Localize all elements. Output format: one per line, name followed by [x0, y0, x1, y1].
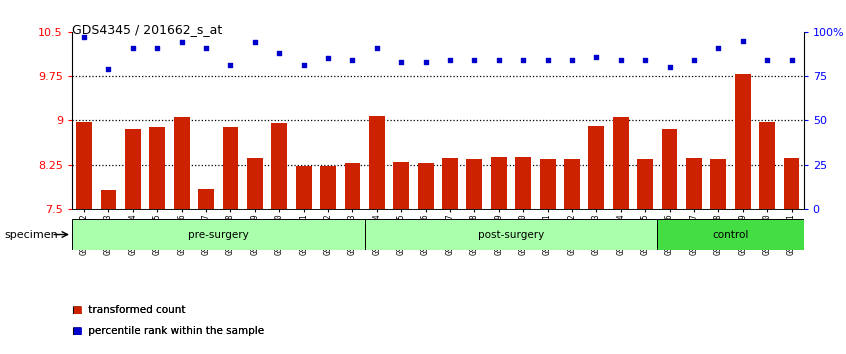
Text: percentile rank within the sample: percentile rank within the sample [85, 326, 264, 336]
Bar [247, 158, 263, 209]
Bar [759, 121, 775, 209]
Bar [589, 126, 604, 209]
Point [370, 45, 383, 51]
Point [687, 57, 700, 63]
Point [200, 45, 213, 51]
Point [248, 40, 261, 45]
Bar [101, 190, 117, 209]
Text: ■: ■ [72, 305, 82, 315]
Bar [466, 159, 482, 209]
Bar [491, 157, 507, 209]
Point [175, 40, 189, 45]
Point [394, 59, 408, 65]
Point [711, 45, 725, 51]
Bar [150, 127, 165, 209]
Bar [72, 219, 365, 250]
Bar [272, 123, 287, 209]
Point [126, 45, 140, 51]
Bar [637, 159, 653, 209]
Bar [662, 129, 678, 209]
Text: GDS4345 / 201662_s_at: GDS4345 / 201662_s_at [72, 23, 222, 36]
Bar [515, 157, 531, 209]
Bar [320, 166, 336, 209]
Point [321, 56, 335, 61]
Bar [657, 219, 804, 250]
Bar [442, 158, 458, 209]
Bar [540, 159, 556, 209]
Text: transformed count: transformed count [85, 305, 185, 315]
Point [565, 57, 579, 63]
Point [443, 57, 457, 63]
Bar [686, 158, 702, 209]
Bar [418, 164, 433, 209]
Bar [783, 158, 799, 209]
Point [151, 45, 164, 51]
Bar [76, 121, 92, 209]
Point [736, 38, 750, 44]
Text: ■: ■ [72, 326, 82, 336]
Bar [711, 159, 726, 209]
Point [761, 57, 774, 63]
Point [662, 64, 676, 70]
Point [492, 57, 506, 63]
Point [468, 57, 481, 63]
Point [639, 57, 652, 63]
Text: control: control [712, 229, 749, 240]
Bar [369, 116, 385, 209]
Bar [173, 118, 190, 209]
Point [297, 63, 310, 68]
Point [346, 57, 360, 63]
Text: post-surgery: post-surgery [478, 229, 544, 240]
Bar [198, 189, 214, 209]
Point [590, 54, 603, 59]
Point [223, 63, 237, 68]
Bar [735, 74, 750, 209]
Text: specimen: specimen [4, 229, 58, 240]
Point [541, 57, 554, 63]
Point [77, 34, 91, 40]
Bar [365, 219, 657, 250]
Point [419, 59, 432, 65]
Text: ■  percentile rank within the sample: ■ percentile rank within the sample [72, 326, 264, 336]
Text: pre-surgery: pre-surgery [188, 229, 249, 240]
Point [102, 66, 115, 72]
Bar [296, 166, 311, 209]
Point [516, 57, 530, 63]
Bar [344, 164, 360, 209]
Text: ■  transformed count: ■ transformed count [72, 305, 185, 315]
Bar [393, 162, 409, 209]
Bar [564, 159, 580, 209]
Bar [613, 117, 629, 209]
Point [614, 57, 628, 63]
Point [272, 50, 286, 56]
Bar [125, 129, 140, 209]
Bar [222, 127, 239, 209]
Point [785, 57, 799, 63]
